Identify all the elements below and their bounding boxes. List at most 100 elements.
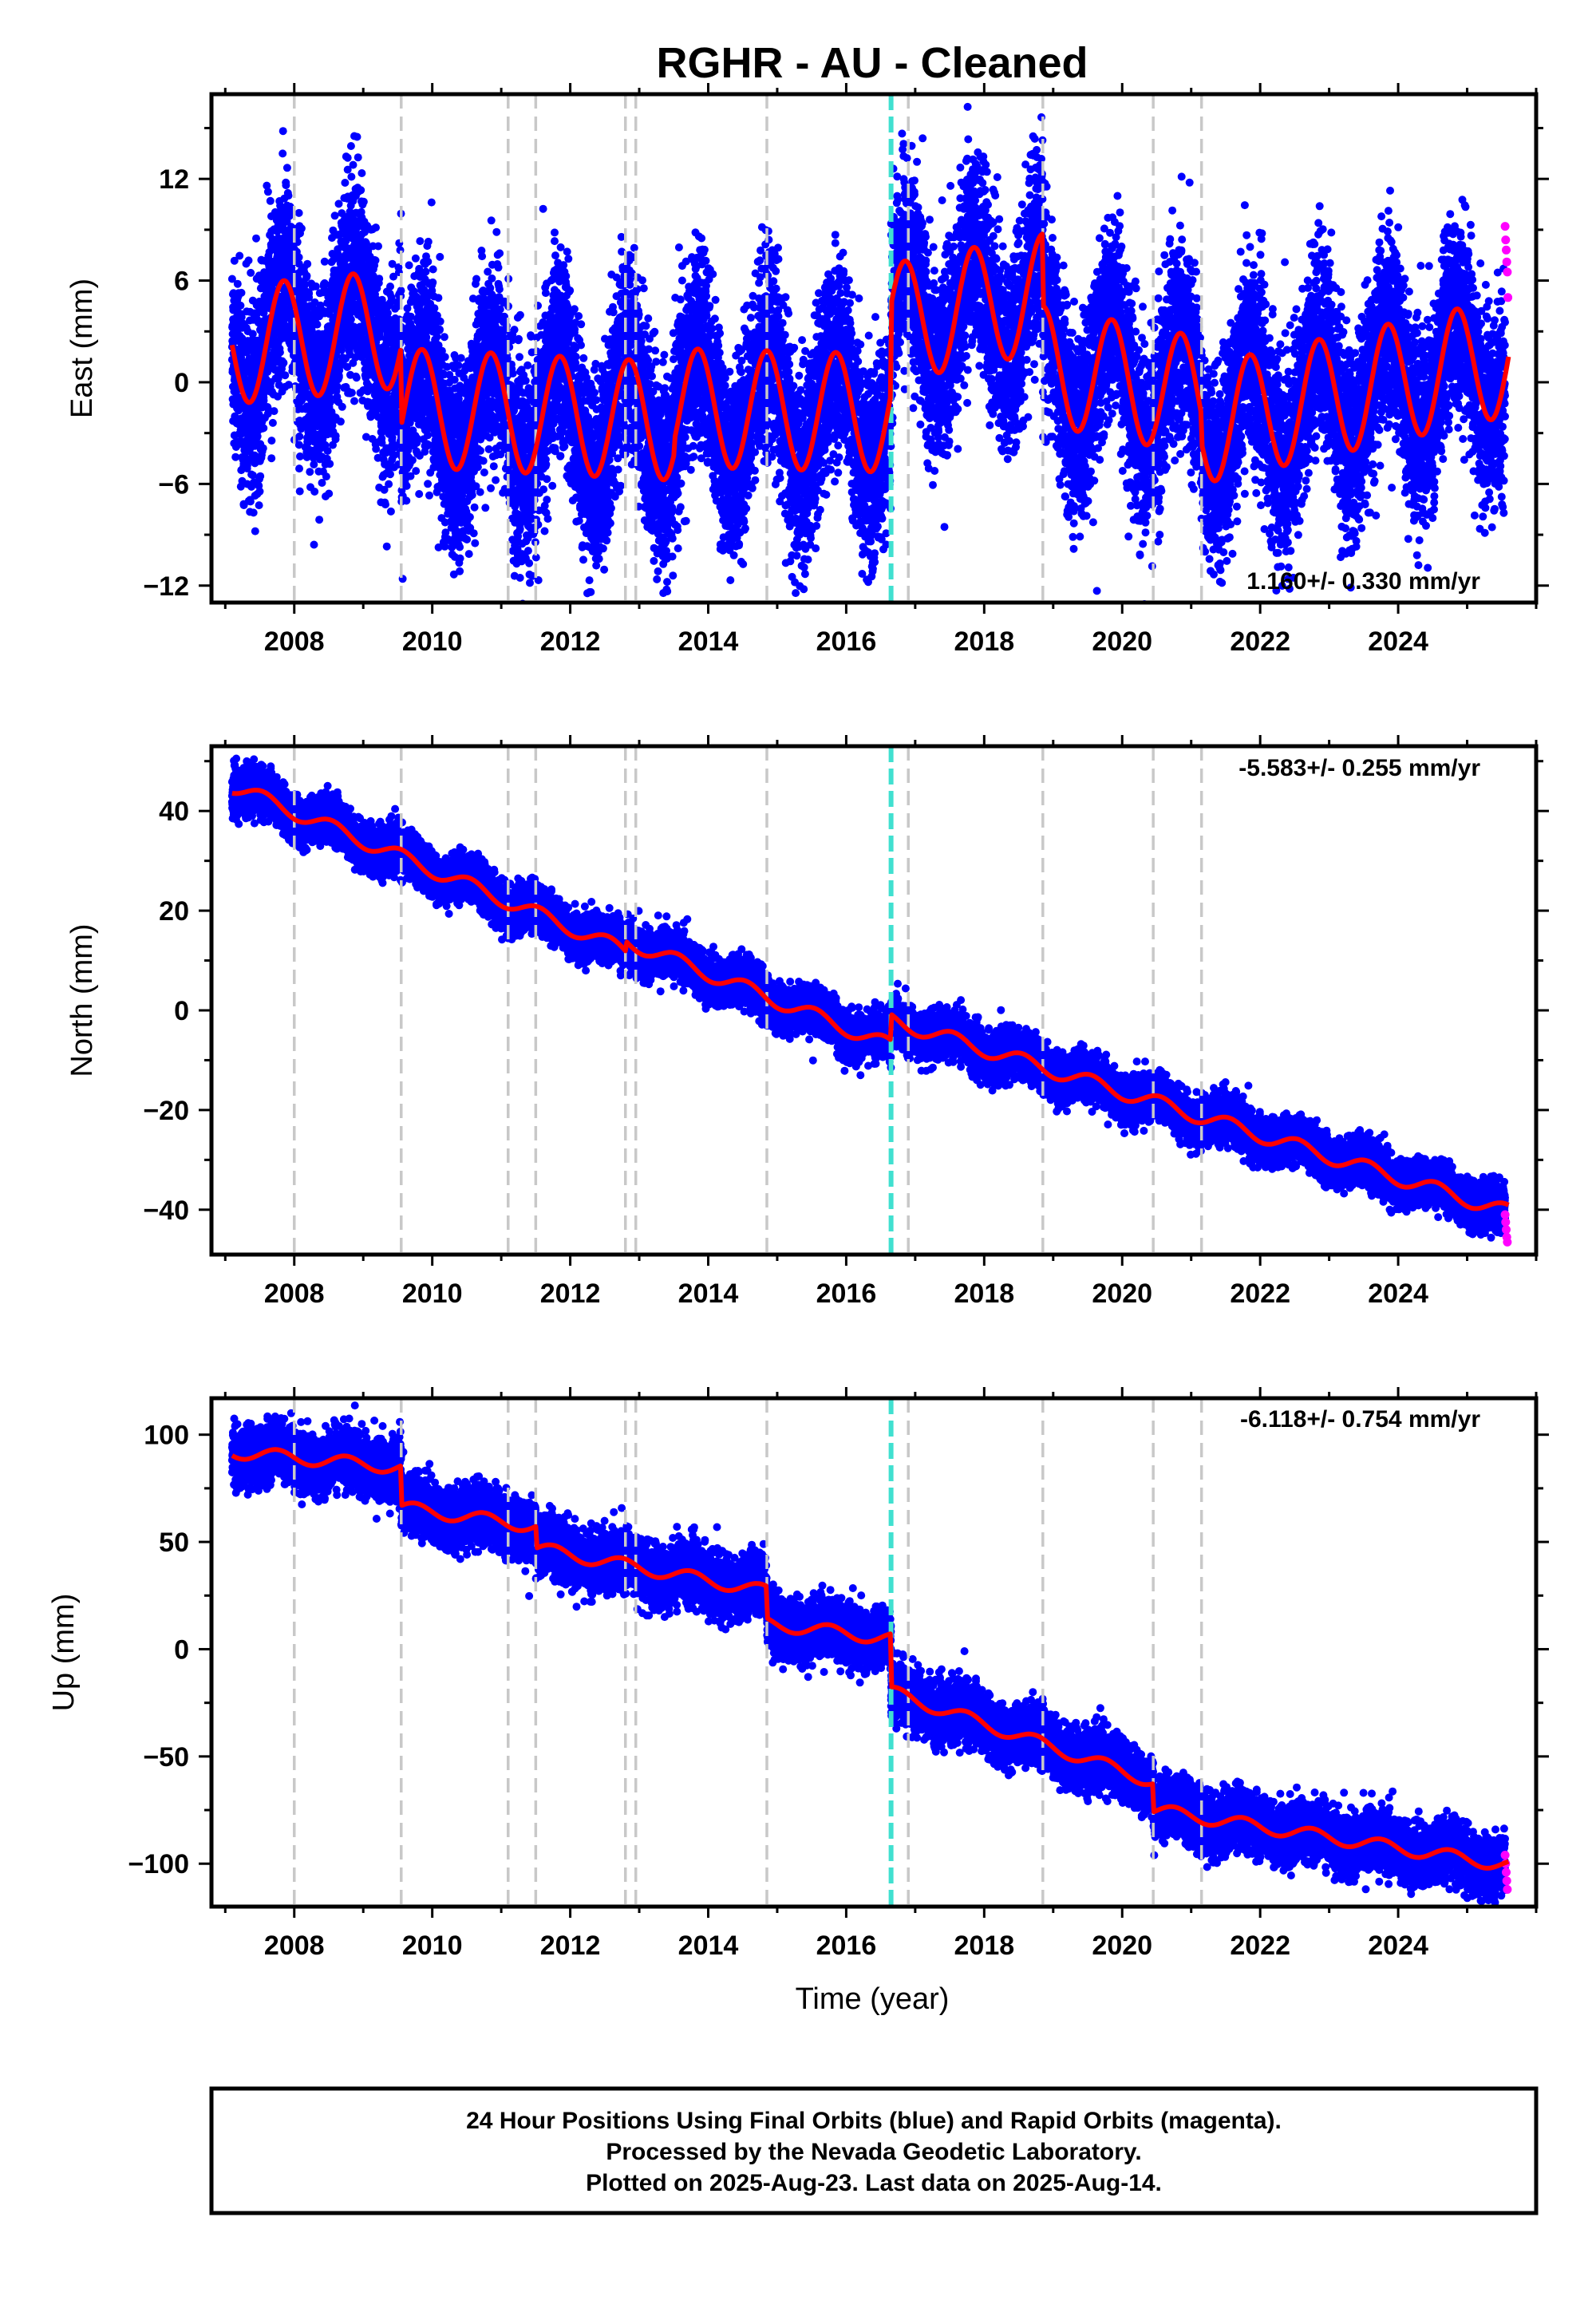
data-point xyxy=(412,467,420,475)
data-point xyxy=(338,403,346,411)
data-point xyxy=(488,216,496,224)
data-point xyxy=(466,513,474,521)
data-point xyxy=(259,445,267,453)
data-point xyxy=(495,263,503,271)
data-point xyxy=(321,258,329,266)
data-point xyxy=(424,258,432,266)
data-point xyxy=(465,550,473,558)
data-point xyxy=(485,445,493,453)
data-point xyxy=(334,382,342,390)
data-point xyxy=(480,457,488,465)
data-point xyxy=(476,447,484,455)
data-point xyxy=(487,484,495,492)
data-point xyxy=(524,547,532,555)
data-point xyxy=(409,456,417,464)
data-point xyxy=(331,211,339,219)
data-point xyxy=(525,559,533,567)
data-point xyxy=(267,437,275,445)
data-point xyxy=(476,488,484,496)
data-point xyxy=(279,149,286,157)
data-point xyxy=(259,424,267,432)
data-point xyxy=(429,266,437,274)
data-point xyxy=(264,188,272,196)
data-point xyxy=(360,198,368,206)
data-point xyxy=(332,432,340,440)
data-point xyxy=(397,287,405,294)
data-point xyxy=(283,164,291,172)
data-point xyxy=(247,269,255,277)
data-point xyxy=(484,268,492,276)
data-point xyxy=(480,468,488,476)
data-point xyxy=(256,488,264,496)
data-point xyxy=(515,335,523,343)
data-point xyxy=(526,579,534,587)
data-point xyxy=(386,470,394,478)
data-point xyxy=(456,567,464,575)
data-point xyxy=(312,283,320,290)
data-point xyxy=(472,275,480,283)
data-point xyxy=(295,209,303,217)
data-point xyxy=(456,543,464,551)
data-point xyxy=(296,488,304,496)
data-point xyxy=(516,353,523,361)
data-point xyxy=(455,362,463,370)
data-point xyxy=(341,179,349,187)
data-point xyxy=(429,279,437,287)
data-point xyxy=(422,334,430,342)
data-point xyxy=(422,268,430,276)
data-point xyxy=(522,377,530,385)
data-point xyxy=(403,482,411,490)
data-point xyxy=(271,407,279,415)
data-point xyxy=(496,249,504,257)
data-point xyxy=(523,362,531,370)
data-point xyxy=(267,454,275,462)
data-point xyxy=(457,354,465,362)
data-point xyxy=(375,275,383,283)
data-point xyxy=(255,501,263,509)
data-point xyxy=(463,536,471,543)
data-point xyxy=(251,528,259,536)
data-point xyxy=(385,480,393,488)
data-point xyxy=(478,252,486,260)
data-point xyxy=(372,223,380,231)
data-point xyxy=(542,460,550,468)
data-point xyxy=(256,472,264,480)
data-point xyxy=(337,417,345,425)
data-point xyxy=(441,353,449,361)
data-point xyxy=(541,528,549,536)
data-point xyxy=(383,543,391,551)
data-point xyxy=(372,256,380,264)
data-point xyxy=(387,508,395,516)
data-point xyxy=(496,285,504,293)
data-point xyxy=(298,224,306,232)
data-point xyxy=(315,516,323,524)
data-point xyxy=(386,283,394,290)
data-point xyxy=(471,539,479,547)
data-point xyxy=(326,398,334,406)
data-point xyxy=(372,445,380,453)
data-point xyxy=(335,200,343,207)
data-point xyxy=(322,472,330,480)
data-point xyxy=(412,255,420,263)
data-point xyxy=(235,252,243,260)
data-point xyxy=(424,480,432,488)
data-point xyxy=(279,359,287,367)
data-point xyxy=(405,261,413,269)
data-point xyxy=(234,280,242,288)
data-point xyxy=(362,239,370,247)
data-point xyxy=(285,381,293,389)
data-point xyxy=(428,199,436,207)
data-point xyxy=(374,243,382,251)
data-point xyxy=(296,453,304,460)
data-point xyxy=(488,275,496,283)
data-point xyxy=(344,154,352,162)
data-point xyxy=(471,504,479,512)
data-point xyxy=(350,161,358,169)
data-point xyxy=(357,186,365,194)
data-point xyxy=(303,260,311,268)
data-point xyxy=(245,256,253,264)
data-point xyxy=(434,294,442,302)
data-point xyxy=(490,462,498,470)
data-point xyxy=(325,490,333,498)
east-panel: 2008 2010 2012 2014 2016 2018 2020 2022 2024−12−… xyxy=(65,66,1549,657)
